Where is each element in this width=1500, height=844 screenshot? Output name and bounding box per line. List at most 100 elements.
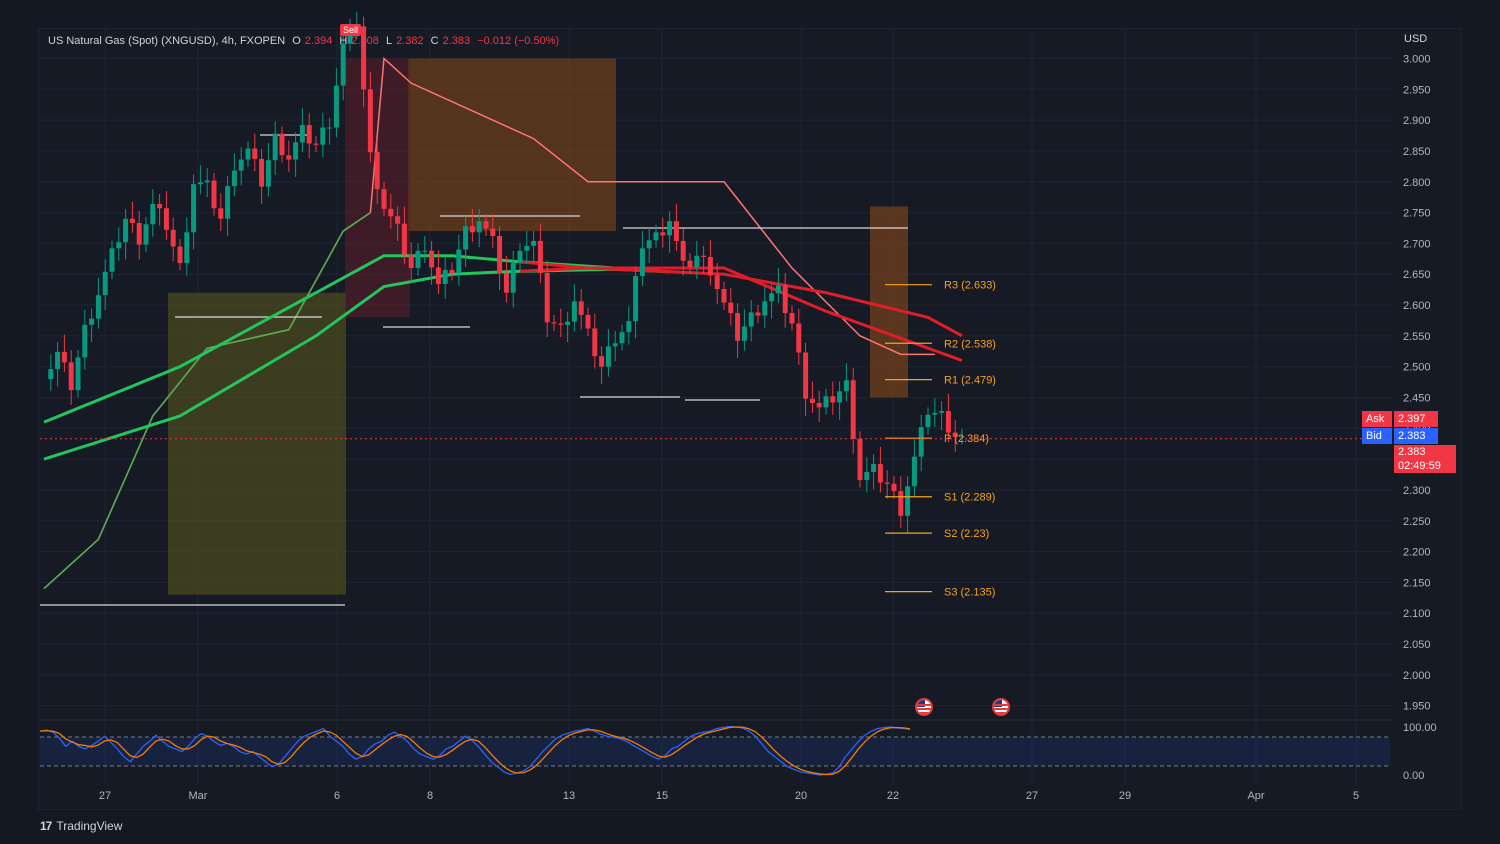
stoch-tick-label: 100.00	[1403, 722, 1437, 734]
candle	[565, 321, 571, 325]
candle	[320, 127, 326, 145]
pivot-label: S2 (2.23)	[944, 528, 989, 540]
candle	[191, 184, 197, 233]
candle	[653, 232, 659, 241]
x-tick-label: 27	[1026, 790, 1038, 802]
stoch-tick-label: 0.00	[1403, 770, 1424, 782]
candle	[299, 125, 305, 143]
candle	[850, 380, 856, 439]
trailing-stop-line-bull	[43, 211, 371, 590]
candle	[333, 85, 339, 128]
stoch-band	[40, 737, 1390, 766]
open-key: O	[292, 35, 301, 47]
x-tick-label: Apr	[1247, 790, 1264, 802]
candle	[925, 414, 931, 428]
candle	[816, 403, 822, 408]
candle	[592, 328, 598, 357]
candle	[211, 180, 217, 209]
candle	[163, 208, 169, 230]
high-key: H	[339, 35, 348, 47]
y-tick-label: 2.250	[1403, 516, 1431, 528]
open-value: 2.394	[304, 35, 333, 47]
candle	[286, 155, 292, 160]
x-tick-label: 5	[1353, 790, 1359, 802]
candle	[537, 240, 543, 273]
candle	[864, 472, 870, 481]
y-tick-label: 2.100	[1403, 608, 1431, 620]
candle	[272, 133, 278, 161]
candle	[218, 208, 224, 219]
candle	[463, 226, 469, 250]
pivot-label: S3 (2.135)	[944, 587, 995, 599]
close-value: 2.383	[442, 35, 471, 47]
us-flag-event-icon[interactable]	[992, 698, 1010, 716]
candle	[95, 295, 101, 319]
candle	[660, 232, 666, 236]
candle	[109, 248, 115, 272]
candle	[728, 302, 734, 314]
y-tick-label: 2.150	[1403, 577, 1431, 589]
candle	[177, 246, 183, 264]
y-tick-label: 2.800	[1403, 177, 1431, 189]
candle	[803, 352, 809, 399]
ema-fast-line-bull	[43, 254, 670, 424]
symbol-header: US Natural Gas (Spot) (XNGUSD), 4h, FXOP…	[48, 35, 563, 47]
candle	[612, 343, 618, 347]
y-tick-label: 2.900	[1403, 115, 1431, 127]
candle	[401, 223, 407, 255]
us-flag-event-icon[interactable]	[915, 698, 933, 716]
candle	[245, 148, 251, 160]
candle	[61, 351, 67, 363]
candle	[449, 269, 455, 273]
x-tick-label: 27	[99, 790, 111, 802]
candle	[75, 357, 81, 391]
candle	[680, 240, 686, 261]
ask-price-tag: 2.397	[1394, 411, 1438, 427]
candle	[578, 301, 584, 315]
candle	[599, 356, 605, 367]
candle	[945, 411, 951, 433]
change-value: −0.012 (−0.50%)	[477, 35, 560, 47]
x-tick-label: 8	[427, 790, 433, 802]
candle	[551, 322, 557, 324]
candle	[694, 255, 700, 267]
signal-zone	[870, 206, 908, 398]
candle	[476, 221, 482, 233]
low-key: L	[385, 35, 393, 47]
candle	[932, 412, 938, 415]
candle	[558, 323, 564, 325]
candle	[503, 272, 509, 293]
candle	[483, 221, 489, 229]
candle	[143, 224, 149, 245]
candle	[361, 26, 367, 90]
candle	[55, 351, 61, 370]
candle	[721, 289, 727, 303]
signal-zone	[408, 58, 616, 232]
candle	[619, 332, 625, 344]
last-price-tag: 2.383	[1394, 445, 1456, 459]
candle	[701, 255, 707, 257]
symbol-title[interactable]: US Natural Gas (Spot) (XNGUSD), 4h, FXOP…	[48, 35, 286, 47]
tradingview-branding[interactable]: 17 TradingView	[40, 819, 122, 833]
candle	[184, 232, 190, 264]
candle	[877, 464, 883, 483]
candle	[123, 218, 129, 243]
candle	[673, 221, 679, 241]
y-tick-label: 2.000	[1403, 670, 1431, 682]
candle	[524, 245, 530, 251]
x-tick-label: 20	[795, 790, 807, 802]
candle	[843, 380, 849, 392]
candle	[265, 160, 271, 187]
y-tick-label: 2.200	[1403, 547, 1431, 559]
candle	[129, 218, 135, 224]
bid-label: Bid	[1362, 428, 1392, 444]
pivot-label: S1 (2.289)	[944, 492, 995, 504]
low-value: 2.382	[396, 35, 424, 47]
bar-countdown: 02:49:59	[1394, 459, 1456, 473]
x-tick-label: 6	[334, 790, 340, 802]
candle	[898, 491, 904, 516]
y-tick-label: 2.700	[1403, 238, 1431, 250]
candle	[89, 318, 95, 325]
